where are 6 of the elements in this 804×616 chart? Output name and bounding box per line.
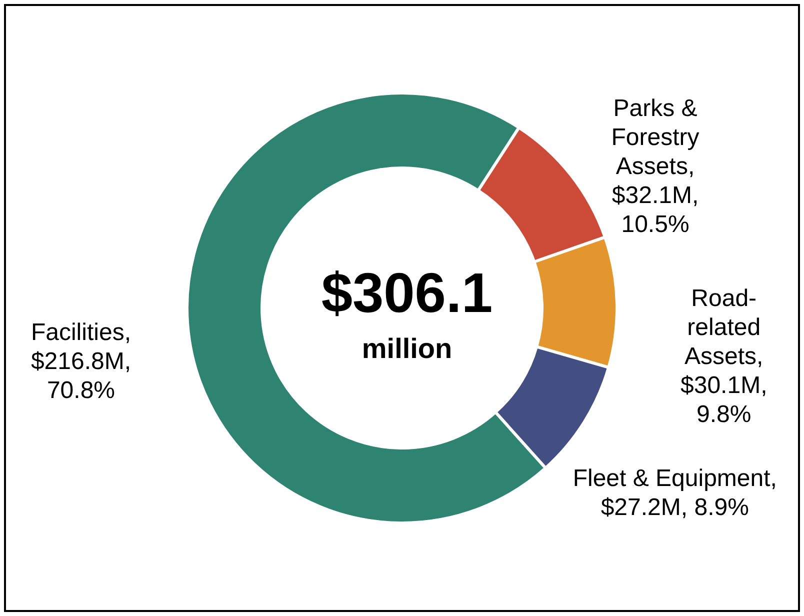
slice-label: Road- related Assets, $30.1M, 9.8% bbox=[680, 285, 768, 428]
text: million bbox=[362, 333, 452, 364]
slice-label: Facilities, $216.8M, 70.8% bbox=[30, 319, 132, 404]
text: $306.1 bbox=[321, 261, 493, 324]
slice-label: Parks & Forestry Assets, $32.1M, 10.5% bbox=[611, 95, 700, 238]
slice-label: Fleet & Equipment, $27.2M, 8.9% bbox=[572, 464, 777, 521]
